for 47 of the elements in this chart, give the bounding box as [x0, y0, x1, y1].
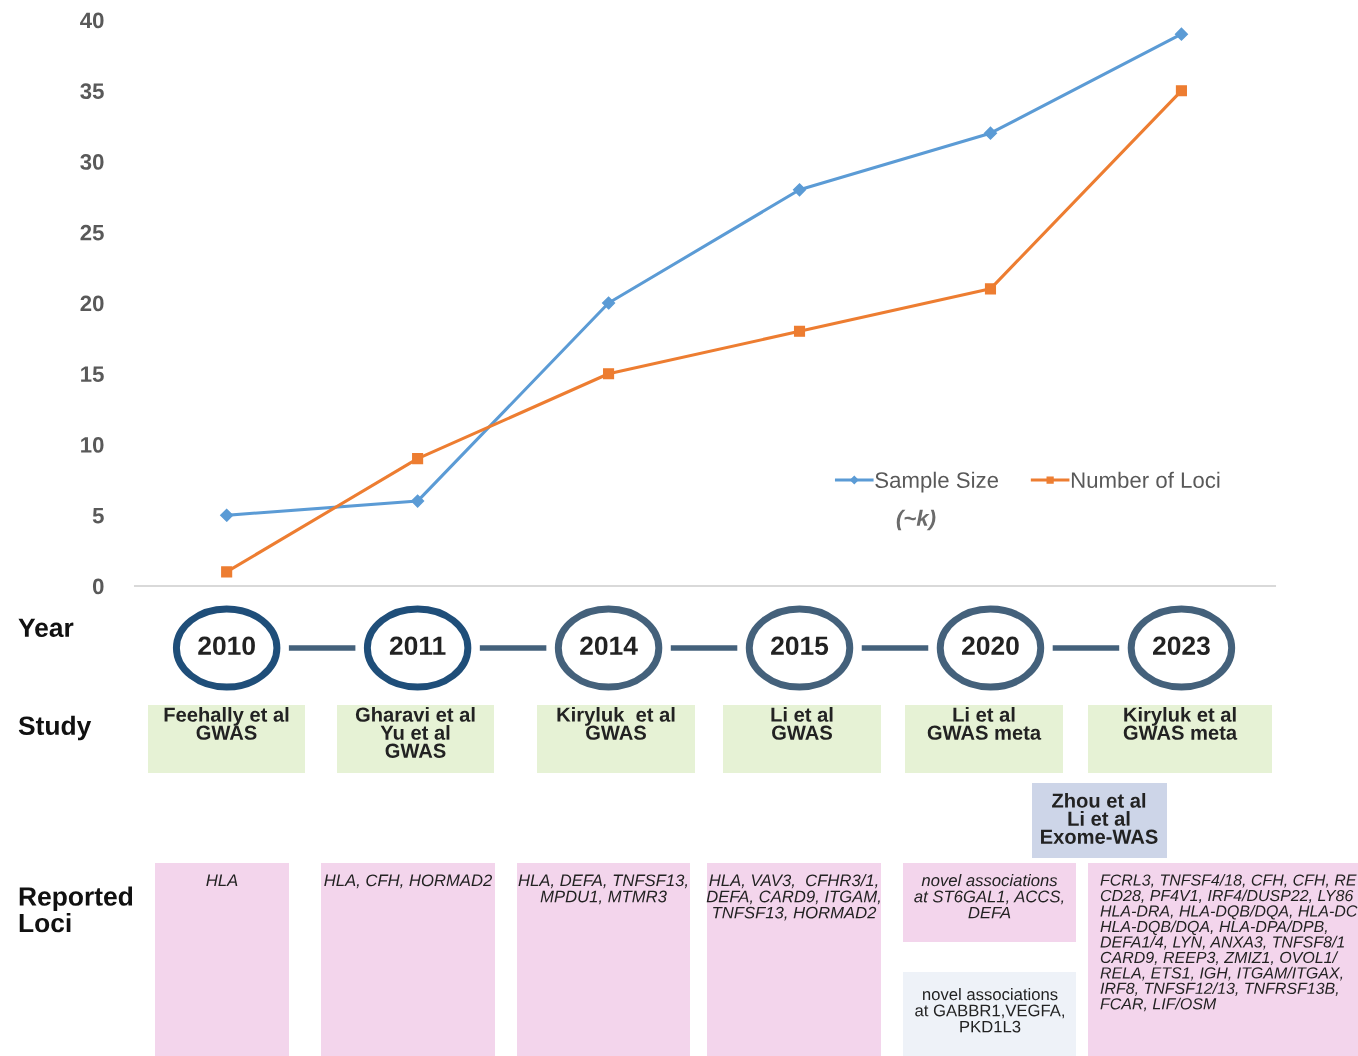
point [984, 283, 997, 295]
text: HLA, VAV3, CFHR3/1, DEFA, CARD9, ITGAM, TNFSF13, HORMAD2 [706, 874, 880, 921]
y-tick-label: 10 [81, 437, 104, 453]
y-tick-label: 40 [80, 12, 104, 29]
text: HLA, CFH, HORMAD2 [324, 874, 493, 889]
x-tick-label: 2011 [389, 636, 446, 656]
text: Kiryluk et al GWAS meta [1123, 707, 1238, 740]
point [792, 183, 807, 197]
text: novel associations at ST6GAL1, ACCS, DEFA [914, 874, 1064, 919]
text: Li et al GWAS meta [927, 707, 1042, 740]
x-tick-label: 2014 [580, 636, 638, 656]
point [603, 368, 615, 380]
point [983, 126, 998, 140]
text: HLA [206, 874, 238, 887]
y-tick-label: 25 [80, 224, 104, 241]
y-tick-label: 15 [81, 366, 104, 383]
text: HLA, DEFA, TNFSF13, MPDU1, MTMR3 [518, 874, 688, 905]
text: novel associations at GABBR1,VEGFA, PKD1L3 [915, 988, 1064, 1033]
y-tick-label: 35 [80, 83, 104, 100]
point [221, 566, 233, 578]
annotation: (~k) [896, 509, 936, 531]
text: Gharavi et al Yu et al GWAS [355, 707, 475, 758]
point [220, 508, 234, 522]
point [1175, 85, 1187, 97]
text: Year [18, 618, 74, 638]
y-tick-label: 0 [92, 578, 104, 595]
text: Feehally et al GWAS [164, 707, 289, 740]
point [412, 453, 424, 465]
point [793, 325, 806, 337]
y-tick-label: 5 [92, 508, 104, 524]
point [1174, 27, 1189, 41]
x-tick-label: 2010 [198, 636, 255, 656]
point [411, 494, 425, 508]
point [601, 296, 616, 310]
text: Li et al GWAS [771, 707, 833, 740]
y-tick-label: 30 [80, 154, 104, 170]
text: Study [18, 715, 92, 741]
legend-label: Sample Size [875, 471, 999, 493]
y-tick-label: 20 [80, 295, 104, 312]
text: Reported Loci [19, 886, 133, 933]
text: FCRL3, TNFSF4/18, CFH, CFH, RE CD28, PF4V1, IRF4/DUSP22, LY86 HLA-DRA, HLA-DQB/DQA, HLA-DC HLA-DQB/DQA, HLA-DPA/DPB, DEFA1/4, LYN, ANXA3, TNFSF8/1 CARD9, REEP3, ZMIZ1, OVOL1/ RELA, ETS1, IGH, ITGAM/ITGAX, IRF8, TNFSF12/13, TNFRSF13B, FCAR, LIF/OSM [1100, 874, 1358, 1012]
x-tick-label: 2020 [962, 636, 1019, 656]
x-tick-label: 2023 [1153, 636, 1210, 656]
text: Zhou et al Li et al Exome-WAS [1041, 793, 1158, 844]
x-tick-label: 2015 [771, 636, 829, 656]
legend-label: Number of Loci [1071, 471, 1220, 489]
text: Kiryluk et al GWAS [557, 707, 675, 740]
